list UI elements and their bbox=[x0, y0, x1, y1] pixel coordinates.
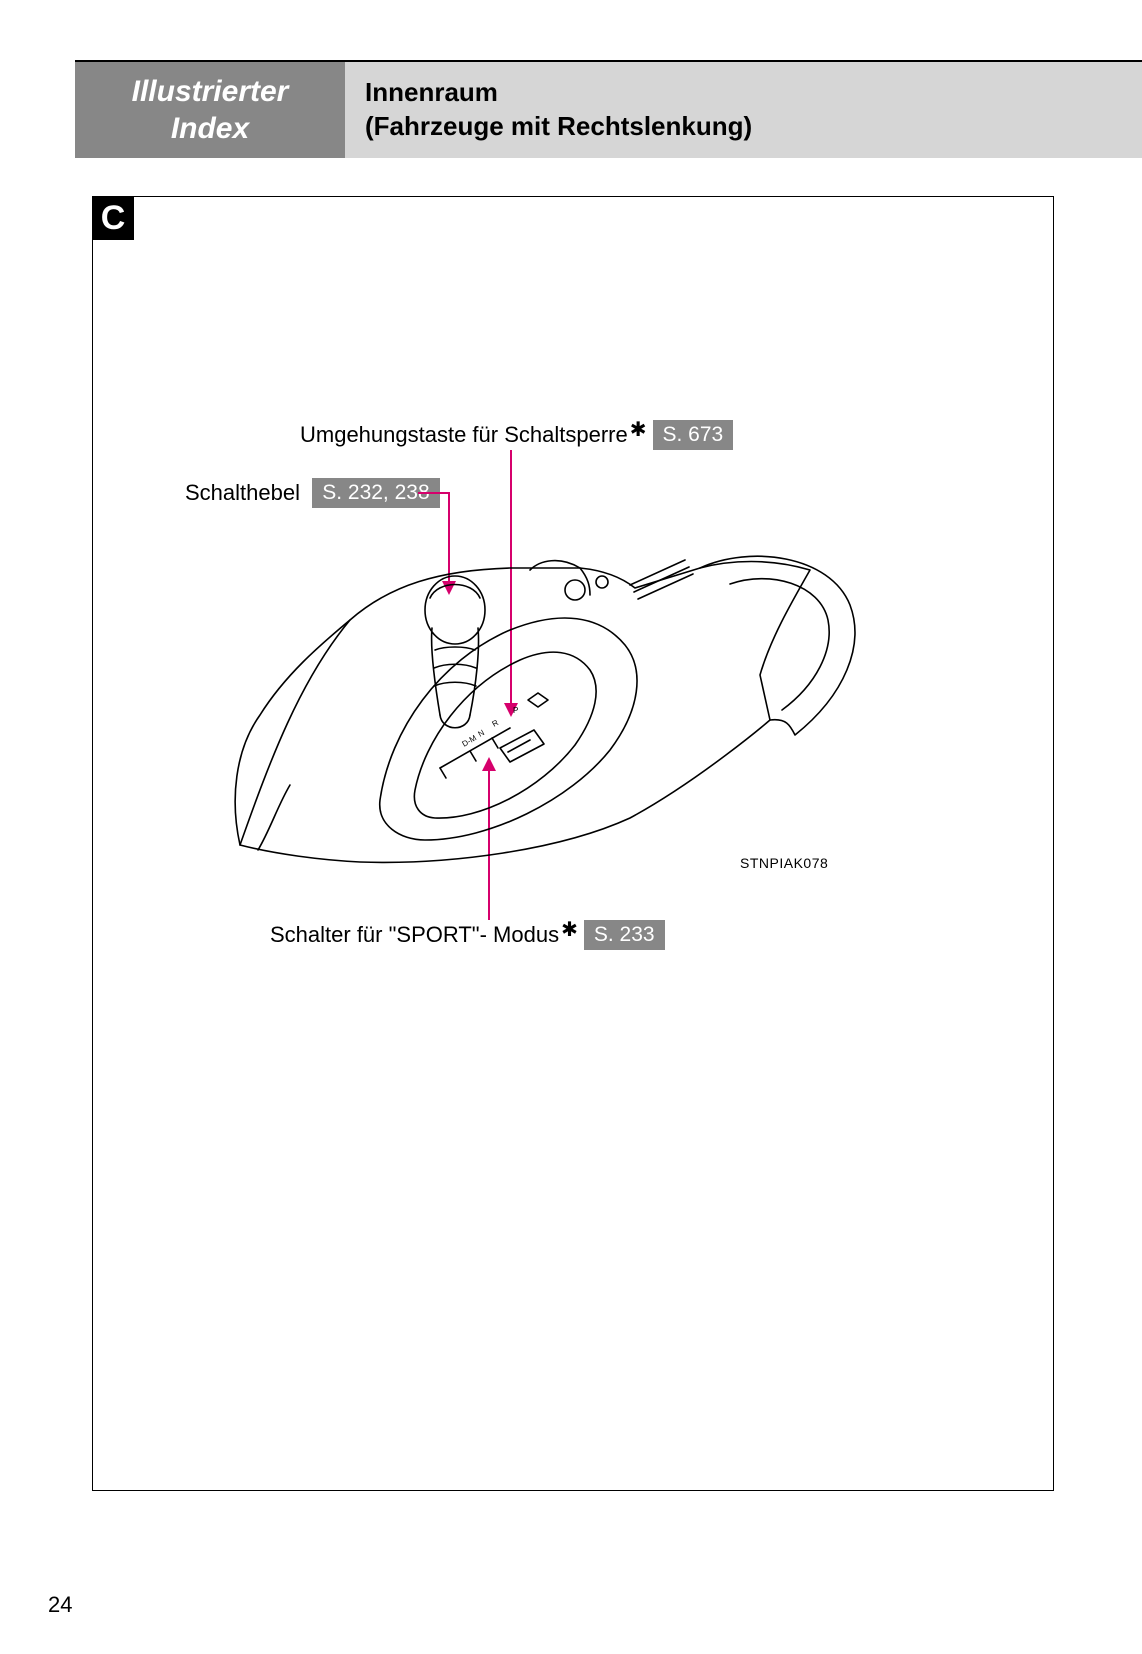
callout-lever: Schalthebel S. 232, 238 bbox=[185, 478, 440, 508]
leader-lever-h bbox=[418, 492, 448, 494]
header-left-title: Illustrierter Index bbox=[75, 62, 345, 158]
header-right-line1: Innenraum bbox=[365, 76, 1115, 110]
asterisk-icon: ✱ bbox=[561, 917, 578, 942]
svg-text:D-M: D-M bbox=[461, 733, 479, 749]
section-letter: C bbox=[101, 199, 126, 238]
header-left-line1: Illustrierter bbox=[75, 73, 345, 111]
callout-sport: Schalter für "SPORT"- Modus ✱ S. 233 bbox=[270, 920, 665, 950]
asterisk-icon: ✱ bbox=[630, 417, 647, 442]
svg-text:N: N bbox=[477, 728, 487, 739]
header-right-title: Innenraum (Fahrzeuge mit Rechtslenkung) bbox=[365, 62, 1115, 158]
header-right-line2: (Fahrzeuge mit Rechtslenkung) bbox=[365, 110, 1115, 144]
header-left-line2: Index bbox=[75, 110, 345, 148]
callout-sport-page: S. 233 bbox=[584, 920, 665, 950]
callout-shiftlock-page: S. 673 bbox=[653, 420, 734, 450]
callout-sport-label: Schalter für "SPORT"- Modus bbox=[270, 922, 559, 948]
center-console-diagram: P R N D-M bbox=[230, 550, 860, 890]
callout-shiftlock: Umgehungstaste für Schaltsperre ✱ S. 673 bbox=[300, 420, 733, 450]
svg-text:R: R bbox=[491, 718, 501, 729]
figure-code: STNPIAK078 bbox=[740, 855, 828, 871]
page-number: 24 bbox=[48, 1592, 72, 1618]
callout-shiftlock-label: Umgehungstaste für Schaltsperre bbox=[300, 422, 628, 448]
svg-text:P: P bbox=[513, 706, 518, 715]
callout-lever-label: Schalthebel bbox=[185, 480, 300, 506]
section-badge: C bbox=[92, 196, 134, 240]
